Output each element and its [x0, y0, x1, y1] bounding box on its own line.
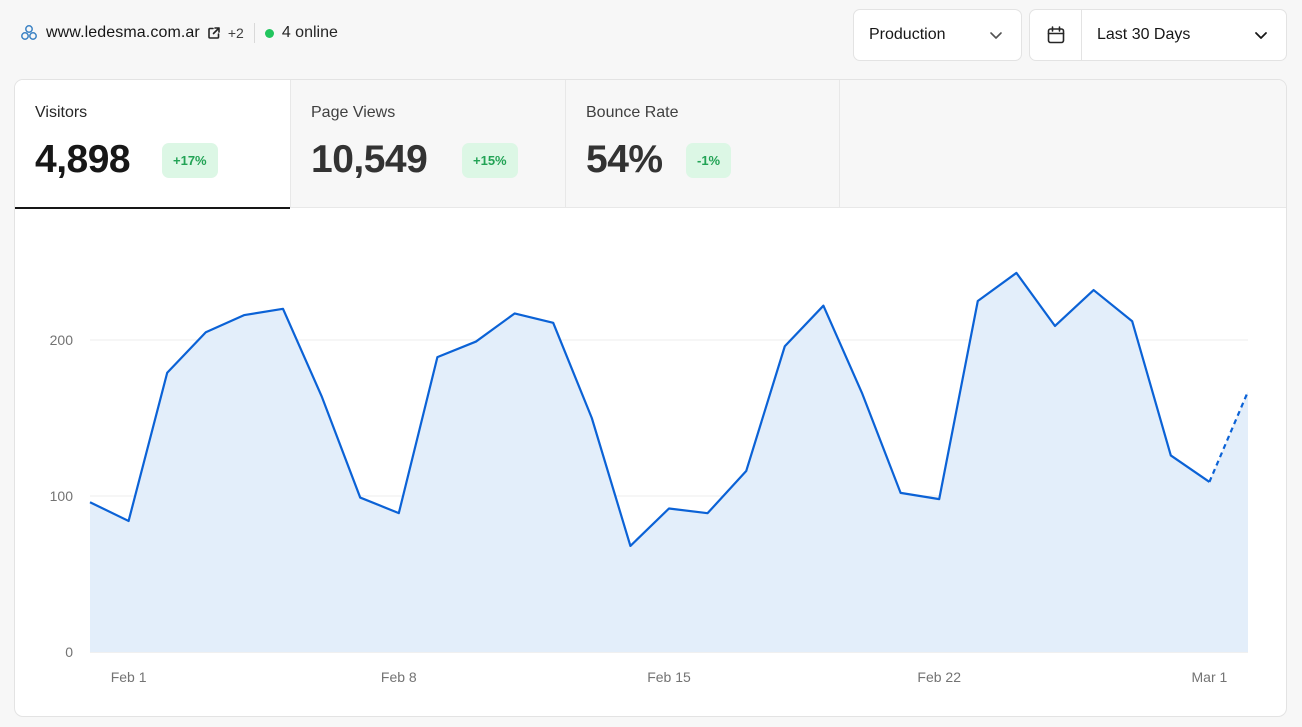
tab-page-views[interactable]: Page Views 10,549 +15%	[291, 80, 566, 208]
tab-label: Page Views	[311, 104, 396, 121]
site-selector[interactable]: www.ledesma.com.ar +2 4 online	[20, 22, 338, 44]
tab-label: Visitors	[35, 104, 88, 121]
x-tick-label: Feb 22	[917, 669, 961, 685]
calendar-icon	[1047, 26, 1064, 44]
metric-tabs: Visitors 4,898 +17% Page Views 10,549 +1…	[15, 80, 1286, 209]
change-badge: +15%	[462, 143, 518, 178]
tab-label: Bounce Rate	[586, 104, 679, 121]
environment-label: Production	[869, 26, 946, 43]
date-range-label: Last 30 Days	[1097, 26, 1191, 43]
calendar-button[interactable]	[1030, 10, 1082, 60]
external-link-icon[interactable]	[207, 26, 221, 40]
chevron-down-icon	[1255, 32, 1267, 39]
x-tick-label: Feb 1	[111, 669, 147, 685]
date-range-picker: Last 30 Days	[1029, 9, 1287, 61]
metric-value: 10,549	[311, 138, 428, 181]
metric-value: 4,898	[35, 138, 131, 181]
chevron-down-icon	[990, 32, 1002, 39]
y-tick-label: 100	[50, 488, 74, 504]
x-tick-label: Feb 15	[647, 669, 691, 685]
series-line-projection	[1208, 391, 1250, 483]
series-line	[89, 271, 1211, 548]
online-count: 4 online	[281, 24, 338, 41]
x-tick-label: Mar 1	[1192, 669, 1228, 685]
date-range-select[interactable]: Last 30 Days	[1082, 10, 1286, 60]
top-bar: www.ledesma.com.ar +2 4 online Productio…	[0, 0, 1302, 70]
online-status-dot	[264, 28, 274, 38]
tab-bounce-rate[interactable]: Bounce Rate 54% -1%	[566, 80, 840, 208]
divider	[253, 23, 255, 43]
site-logo-icon	[20, 24, 38, 42]
change-badge: -1%	[686, 143, 732, 178]
tab-visitors[interactable]: Visitors 4,898 +17%	[15, 80, 291, 209]
series-area	[90, 272, 1248, 652]
site-name[interactable]: www.ledesma.com.ar	[46, 24, 200, 41]
environment-select[interactable]: Production	[853, 9, 1022, 61]
y-tick-label: 0	[65, 644, 73, 660]
metric-value: 54%	[586, 138, 663, 181]
x-tick-label: Feb 8	[381, 669, 417, 685]
y-tick-label: 200	[50, 332, 74, 348]
change-badge: +17%	[162, 143, 218, 178]
extra-sites-count[interactable]: +2	[227, 25, 244, 41]
